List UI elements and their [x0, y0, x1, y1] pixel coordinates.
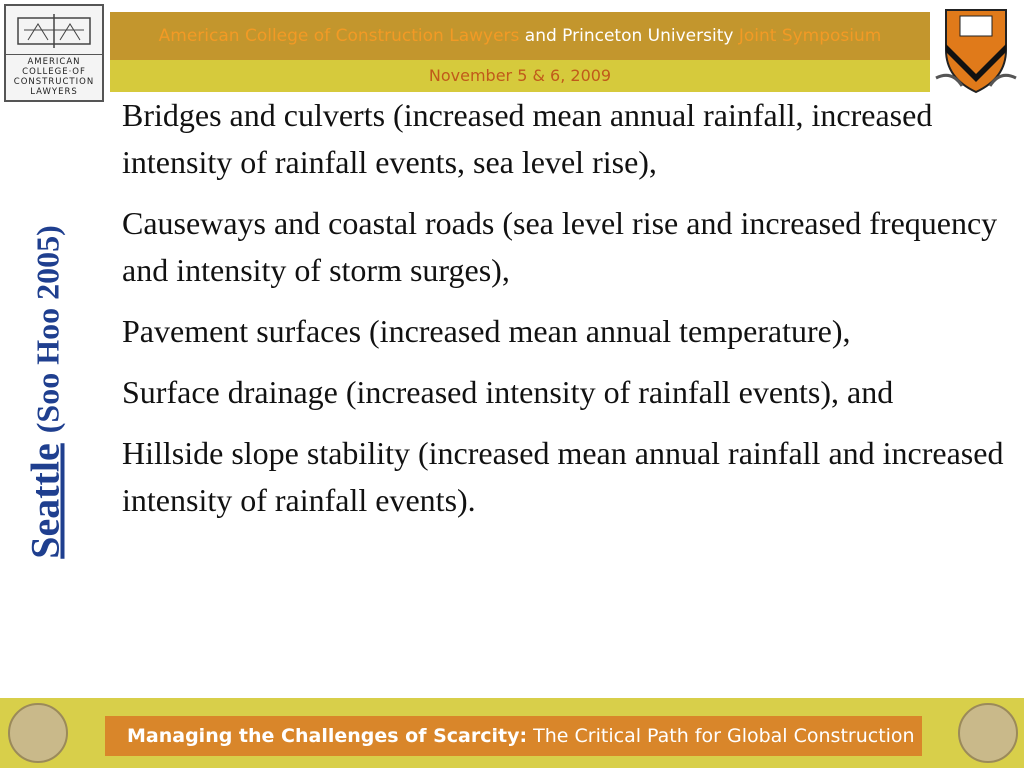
logo-graphic [17, 14, 91, 48]
side-title-city: Seattle [22, 443, 68, 559]
list-item: Surface drainage (increased intensity of… [122, 374, 894, 410]
footer-title: Managing the Challenges of Scarcity: The… [105, 716, 922, 756]
header-and: and Princeton University [524, 26, 734, 46]
footer-title-bold: Managing the Challenges of Scarcity: [127, 725, 528, 747]
list-item: Hillside slope stability (increased mean… [122, 435, 1004, 518]
footer-emblem [8, 703, 68, 763]
princeton-shield [935, 9, 1017, 94]
logo-words: AMERICAN COLLEGE·OF CONSTRUCTION LAWYERS [6, 55, 102, 97]
header-org: American College of Construction Lawyers [158, 26, 520, 46]
list-item: Bridges and culverts (increased mean ann… [122, 97, 933, 180]
logo-line: CONSTRUCTION [13, 77, 95, 87]
logo-line: COLLEGE·OF [22, 67, 86, 77]
logo-emblem [6, 6, 102, 55]
acocl-logo: AMERICAN COLLEGE·OF CONSTRUCTION LAWYERS [4, 4, 104, 102]
footer-title-rest: The Critical Path for Global Constructio… [533, 725, 915, 747]
logo-line: AMERICAN [27, 57, 81, 67]
footer-emblem [958, 703, 1018, 763]
side-title: Seattle (Soo Hoo 2005) [22, 225, 69, 559]
logo-line: LAWYERS [30, 87, 78, 97]
list-item: Causeways and coastal roads (sea level r… [122, 205, 998, 288]
list-item: Pavement surfaces (increased mean annual… [122, 313, 851, 349]
item-list: Bridges and culverts (increased mean ann… [115, 92, 1005, 538]
header-event: Joint Symposium [738, 26, 882, 46]
header-banner: American College of Construction Lawyers… [110, 12, 930, 60]
side-title-reference: (Soo Hoo 2005) [29, 225, 66, 434]
header-date: November 5 & 6, 2009 [110, 60, 930, 92]
